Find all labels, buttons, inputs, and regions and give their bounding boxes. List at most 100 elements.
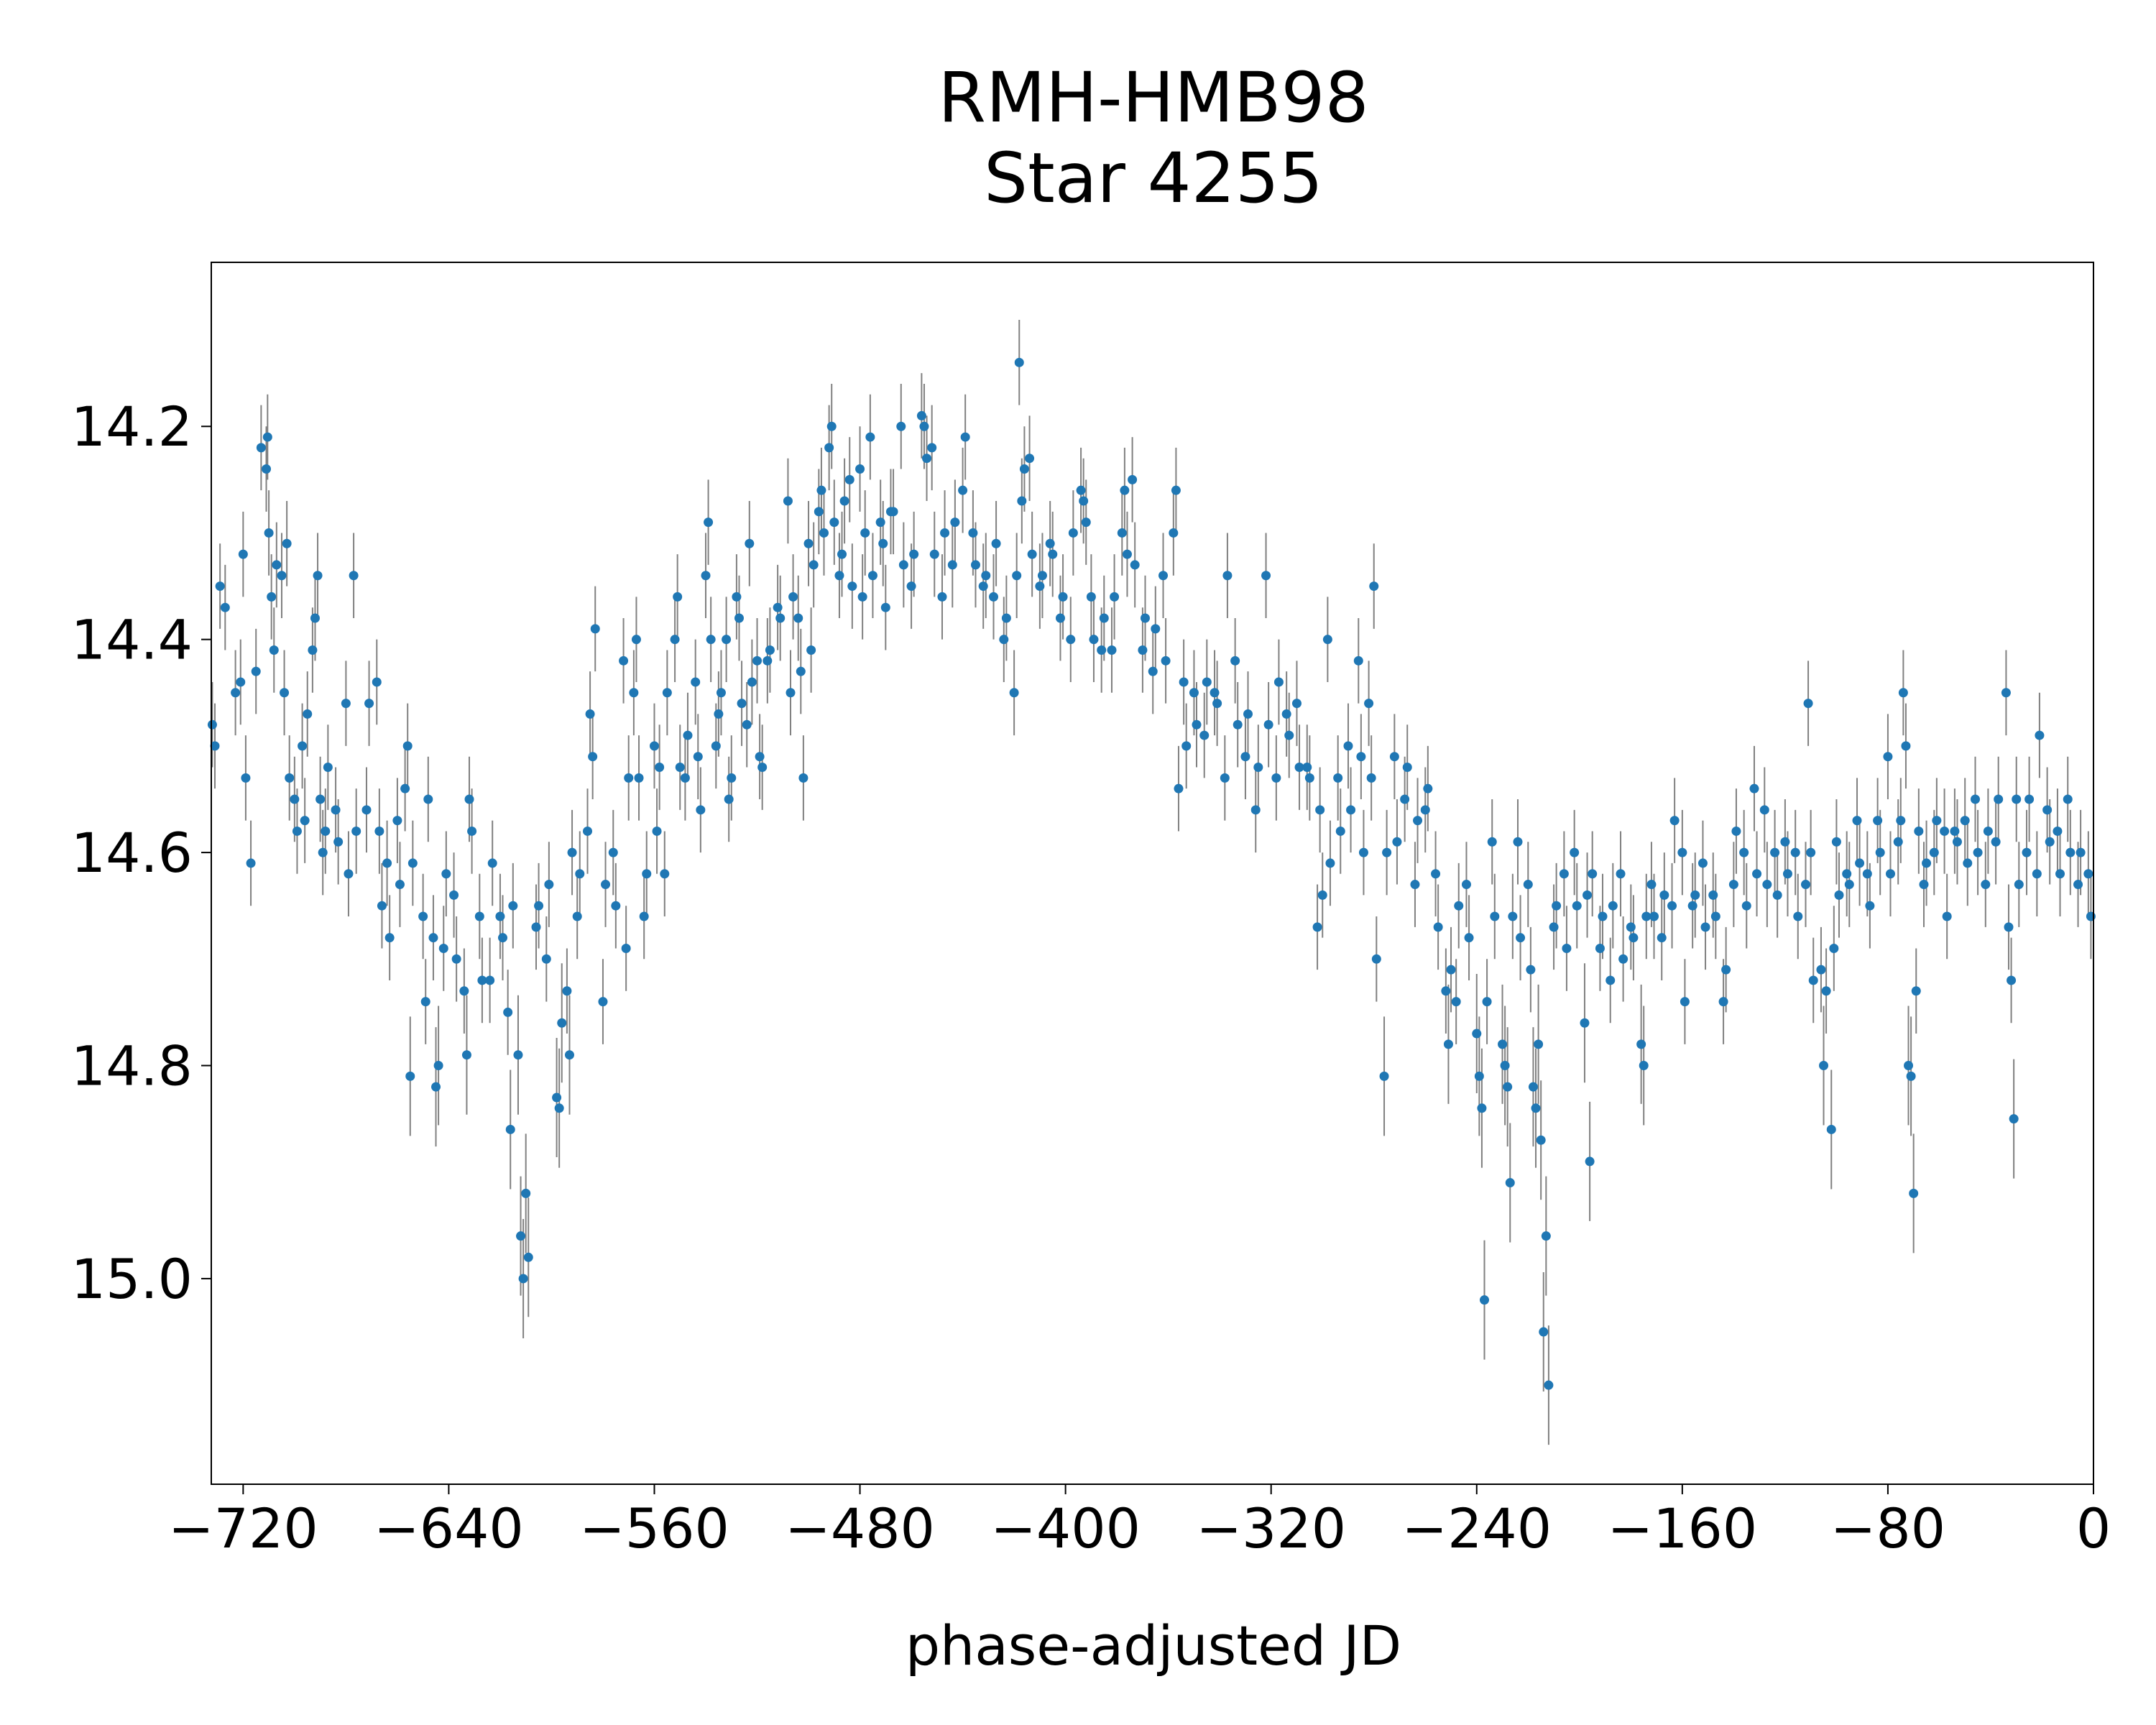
data-point bbox=[572, 911, 582, 921]
plot-frame bbox=[211, 262, 2094, 1485]
data-point bbox=[1669, 816, 1680, 826]
data-point bbox=[215, 581, 225, 592]
data-point bbox=[392, 816, 402, 826]
data-point bbox=[1423, 783, 1433, 794]
data-point bbox=[1009, 688, 1019, 698]
data-point bbox=[400, 783, 410, 794]
data-point bbox=[303, 709, 313, 719]
data-point bbox=[1461, 880, 1471, 890]
data-point bbox=[1914, 826, 1924, 836]
data-point bbox=[1731, 826, 1741, 836]
data-point bbox=[1904, 1061, 1914, 1071]
data-point bbox=[763, 656, 773, 666]
data-point bbox=[696, 805, 706, 815]
data-point bbox=[1782, 869, 1792, 879]
data-point bbox=[1759, 805, 1769, 815]
data-point bbox=[418, 911, 428, 921]
data-point bbox=[1667, 901, 1677, 911]
data-point bbox=[793, 613, 803, 623]
data-point bbox=[757, 763, 768, 773]
data-point bbox=[1852, 816, 1862, 826]
data-point bbox=[1893, 837, 1903, 847]
data-point bbox=[1952, 837, 1962, 847]
data-point bbox=[2076, 847, 2086, 857]
data-point bbox=[929, 549, 939, 559]
data-point bbox=[1562, 943, 1572, 953]
data-point bbox=[1120, 485, 1130, 495]
data-point bbox=[451, 954, 461, 964]
data-point bbox=[382, 858, 392, 868]
data-point bbox=[575, 869, 585, 879]
data-point bbox=[619, 656, 629, 666]
data-point bbox=[716, 688, 726, 698]
data-point bbox=[467, 826, 477, 836]
data-point bbox=[1148, 666, 1158, 676]
data-point bbox=[867, 571, 877, 581]
data-point bbox=[991, 538, 1001, 548]
data-point bbox=[855, 464, 865, 474]
data-point bbox=[267, 592, 277, 602]
data-point bbox=[722, 635, 732, 645]
data-point bbox=[1829, 943, 1839, 953]
data-point bbox=[1549, 922, 1559, 932]
data-point bbox=[449, 890, 459, 900]
data-point bbox=[464, 794, 474, 804]
data-point bbox=[313, 571, 323, 581]
chart-title-line-2: Star 4255 bbox=[984, 138, 1323, 218]
data-point bbox=[755, 752, 765, 762]
data-point bbox=[880, 602, 890, 612]
data-point bbox=[557, 1018, 567, 1028]
data-point bbox=[1482, 997, 1492, 1007]
data-point bbox=[1343, 741, 1353, 751]
data-point bbox=[1649, 911, 1659, 921]
data-point bbox=[1433, 922, 1443, 932]
data-point bbox=[1107, 645, 1117, 655]
data-point bbox=[844, 474, 854, 484]
data-point bbox=[1516, 933, 1526, 943]
data-point bbox=[1151, 624, 1161, 634]
data-point bbox=[562, 986, 572, 996]
data-point bbox=[1803, 699, 1813, 709]
data-point bbox=[1027, 549, 1037, 559]
data-point bbox=[611, 901, 621, 911]
data-point bbox=[1728, 880, 1738, 890]
data-point bbox=[1273, 677, 1284, 687]
data-point bbox=[2065, 847, 2076, 857]
data-point bbox=[1001, 613, 1011, 623]
data-point bbox=[950, 518, 960, 528]
data-point bbox=[1369, 581, 1379, 592]
data-point bbox=[567, 847, 577, 857]
data-point bbox=[272, 560, 282, 570]
data-point bbox=[1066, 635, 1076, 645]
data-point bbox=[598, 997, 608, 1007]
data-point bbox=[1317, 890, 1327, 900]
data-point bbox=[308, 645, 318, 655]
data-point bbox=[1076, 485, 1086, 495]
data-point bbox=[395, 880, 405, 890]
data-point bbox=[236, 677, 246, 687]
data-point bbox=[1181, 741, 1192, 751]
data-point bbox=[673, 592, 683, 602]
y-tick-label: 14.2 bbox=[71, 395, 193, 459]
data-point bbox=[1816, 965, 1826, 975]
data-point bbox=[711, 741, 721, 751]
data-point bbox=[1045, 538, 1055, 548]
data-point bbox=[652, 826, 662, 836]
data-point bbox=[523, 1252, 533, 1262]
data-point bbox=[516, 1231, 526, 1241]
data-point bbox=[1389, 752, 1399, 762]
data-point bbox=[1037, 571, 1047, 581]
data-point bbox=[865, 432, 875, 442]
data-point bbox=[608, 847, 618, 857]
data-point bbox=[1834, 890, 1844, 900]
data-point bbox=[1819, 1061, 1829, 1071]
data-point bbox=[1402, 763, 1412, 773]
data-point bbox=[1588, 869, 1598, 879]
data-point bbox=[1413, 816, 1423, 826]
data-point bbox=[1677, 847, 1687, 857]
data-point bbox=[323, 763, 333, 773]
data-point bbox=[1451, 997, 1461, 1007]
data-point bbox=[1657, 933, 1667, 943]
data-point bbox=[909, 549, 919, 559]
data-point bbox=[1901, 741, 1911, 751]
